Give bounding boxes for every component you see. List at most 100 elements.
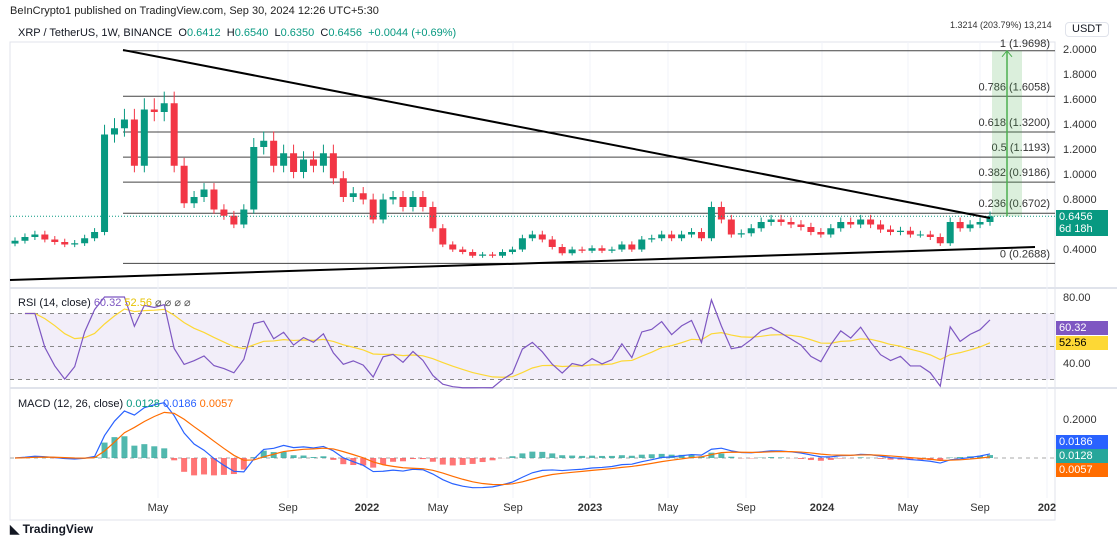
currency-button[interactable]: USDT — [1065, 22, 1109, 37]
macd-histogram-bar — [688, 454, 695, 458]
candle — [489, 254, 497, 256]
macd-histogram-bar — [429, 458, 436, 462]
candle — [787, 222, 795, 225]
price-tick: 1.6000 — [1063, 94, 1097, 106]
tradingview-logo[interactable]: ◣ TradingView — [10, 522, 93, 536]
candle — [250, 147, 258, 210]
macd-histogram-bar — [728, 456, 735, 458]
candle — [857, 219, 865, 225]
macd-tag: 0.0186 — [1056, 435, 1108, 449]
high-value: 0.6540 — [234, 27, 269, 39]
candle — [887, 229, 895, 232]
brand-name: TradingView — [22, 522, 94, 536]
candle — [558, 247, 566, 254]
macd-histogram-bar — [778, 457, 785, 458]
macd-histogram-bar — [121, 436, 128, 458]
macd-value: 0.0186 — [162, 398, 197, 410]
fib-label: 0.236 (0.6702) — [978, 198, 1050, 210]
arrow-head-icon — [1001, 49, 1013, 58]
macd-histogram-bar — [807, 458, 814, 461]
price-tick: 1.0000 — [1063, 169, 1097, 181]
macd-histogram-bar — [290, 455, 297, 458]
candle — [280, 153, 288, 166]
rsi-tick: 40.00 — [1063, 358, 1091, 370]
candle — [628, 244, 636, 250]
rsi-extra: ⌀ ⌀ ⌀ ⌀ — [155, 297, 191, 309]
candle — [926, 234, 934, 237]
macd-histogram-bar — [469, 458, 476, 464]
candle — [469, 252, 477, 256]
candle — [598, 248, 606, 251]
candle — [827, 228, 835, 235]
candle — [170, 103, 178, 166]
candle — [916, 234, 924, 236]
candle — [429, 207, 437, 229]
price-tick: 1.2000 — [1063, 144, 1097, 156]
candle — [777, 219, 785, 222]
candle — [110, 128, 118, 135]
candle — [359, 193, 367, 200]
macd-histogram-bar — [380, 458, 387, 465]
macd-histogram-bar — [419, 458, 426, 460]
macd-histogram-bar — [449, 458, 456, 466]
macd-histogram-bar — [768, 457, 775, 458]
open-value: 0.6412 — [186, 27, 221, 39]
candle — [210, 189, 218, 210]
macd-histogram-bar — [837, 458, 844, 459]
candle — [419, 197, 427, 207]
price-tick: 1.8000 — [1063, 69, 1097, 81]
candle — [847, 222, 855, 225]
candle — [638, 239, 646, 250]
macd-histogram-bar — [280, 451, 287, 458]
price-tick: 2.0000 — [1063, 44, 1097, 56]
macd-histogram-bar — [320, 456, 327, 458]
time-tick: May — [898, 502, 919, 514]
change-value: +0.0044 (+0.69%) — [368, 27, 457, 39]
macd-histogram-bar — [887, 458, 894, 460]
macd-histogram-bar — [957, 457, 964, 458]
macd-histogram-bar — [549, 453, 556, 458]
last-price: 0.6456 — [1059, 211, 1093, 223]
candle — [160, 103, 168, 112]
macd-histogram-bar — [131, 445, 138, 458]
time-tick: Sep — [970, 502, 990, 514]
macd-histogram-bar — [877, 458, 884, 459]
macd-legend: MACD (12, 26, close) 0.0128 0.0186 0.005… — [18, 398, 233, 410]
candle — [658, 234, 666, 239]
macd-histogram-bar — [191, 458, 198, 476]
candle — [807, 227, 815, 232]
candle — [499, 252, 506, 256]
macd-histogram-bar — [250, 457, 257, 458]
macd-histogram-bar — [917, 458, 924, 460]
low-label: L — [274, 27, 281, 39]
candle — [936, 237, 944, 244]
candle — [369, 199, 377, 220]
time-tick: 2023 — [578, 502, 602, 514]
macd-histogram-bar — [409, 458, 416, 460]
macd-histogram-bar — [559, 455, 566, 458]
macd-histogram-bar — [201, 458, 208, 475]
candle — [200, 189, 208, 197]
candle — [707, 207, 715, 239]
fib-label: 1 (1.9698) — [1000, 38, 1050, 50]
candle — [508, 249, 516, 252]
macd-histogram-bar — [459, 458, 466, 465]
macd-histogram-bar — [519, 453, 526, 458]
symbol-name[interactable]: XRP / TetherUS, 1W, BINANCE — [18, 27, 173, 39]
fib-label: 0.5 (1.1193) — [991, 142, 1050, 154]
macd-histogram-bar — [230, 458, 237, 475]
macd-line — [14, 402, 991, 489]
candle — [578, 249, 586, 251]
candle — [150, 109, 158, 112]
macd-hist-value: 0.0128 — [126, 398, 160, 410]
candle — [976, 222, 984, 225]
candle — [300, 159, 308, 172]
descending-trendline — [122, 49, 991, 219]
high-label: H — [226, 27, 235, 39]
macd-histogram-bar — [300, 455, 307, 458]
candle — [548, 239, 556, 247]
macd-histogram-bar — [987, 455, 993, 458]
candle — [479, 254, 487, 256]
time-tick: Sep — [503, 502, 523, 514]
